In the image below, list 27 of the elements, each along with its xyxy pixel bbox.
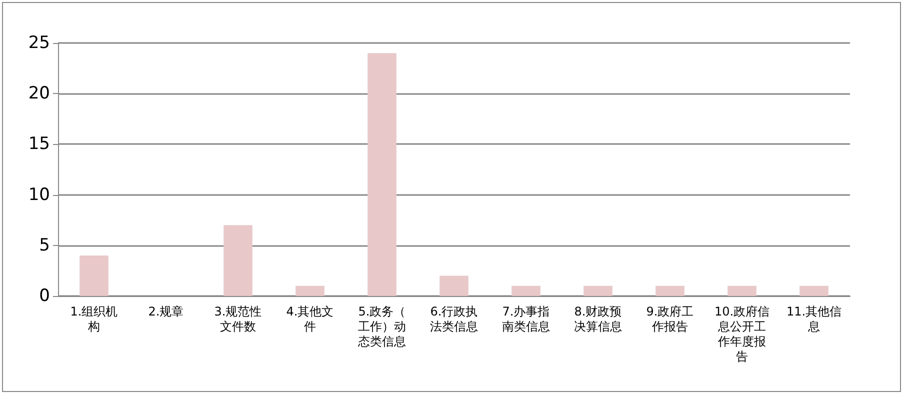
x-tick-label: 7.办事指南类信息 <box>502 304 550 334</box>
x-tick-label: 11.其他信息 <box>786 304 842 334</box>
x-tick-label: 3.规范性文件数 <box>214 304 262 334</box>
y-tick-label: 5 <box>39 235 50 256</box>
bar <box>512 286 540 296</box>
bar <box>656 286 684 296</box>
bar <box>80 256 108 296</box>
x-tick-label: 4.其他文件 <box>286 304 334 334</box>
bar <box>728 286 756 296</box>
x-tick-label: 2.规章 <box>148 304 184 318</box>
bar <box>224 225 252 296</box>
x-tick-label: 9.政府工作报告 <box>646 304 694 334</box>
y-tick-label: 25 <box>28 33 50 53</box>
x-tick-label: 8.财政预决算信息 <box>574 304 622 334</box>
x-tick-label: 6.行政执法类信息 <box>430 304 478 334</box>
y-tick-label: 10 <box>28 184 50 205</box>
y-tick-label: 0 <box>39 286 50 306</box>
x-tick-label: 1.组织机构 <box>70 304 118 334</box>
y-tick-label: 15 <box>28 134 50 154</box>
x-tick-label: 10.政府信息公开工作年度报告 <box>714 304 770 364</box>
bar <box>368 53 396 296</box>
y-tick-label: 20 <box>28 84 50 104</box>
x-tick-label: 5.政务（工作）动态类信息 <box>357 304 406 348</box>
bar <box>440 276 468 296</box>
bar <box>584 286 612 296</box>
bar <box>296 286 324 296</box>
bar <box>800 286 828 296</box>
